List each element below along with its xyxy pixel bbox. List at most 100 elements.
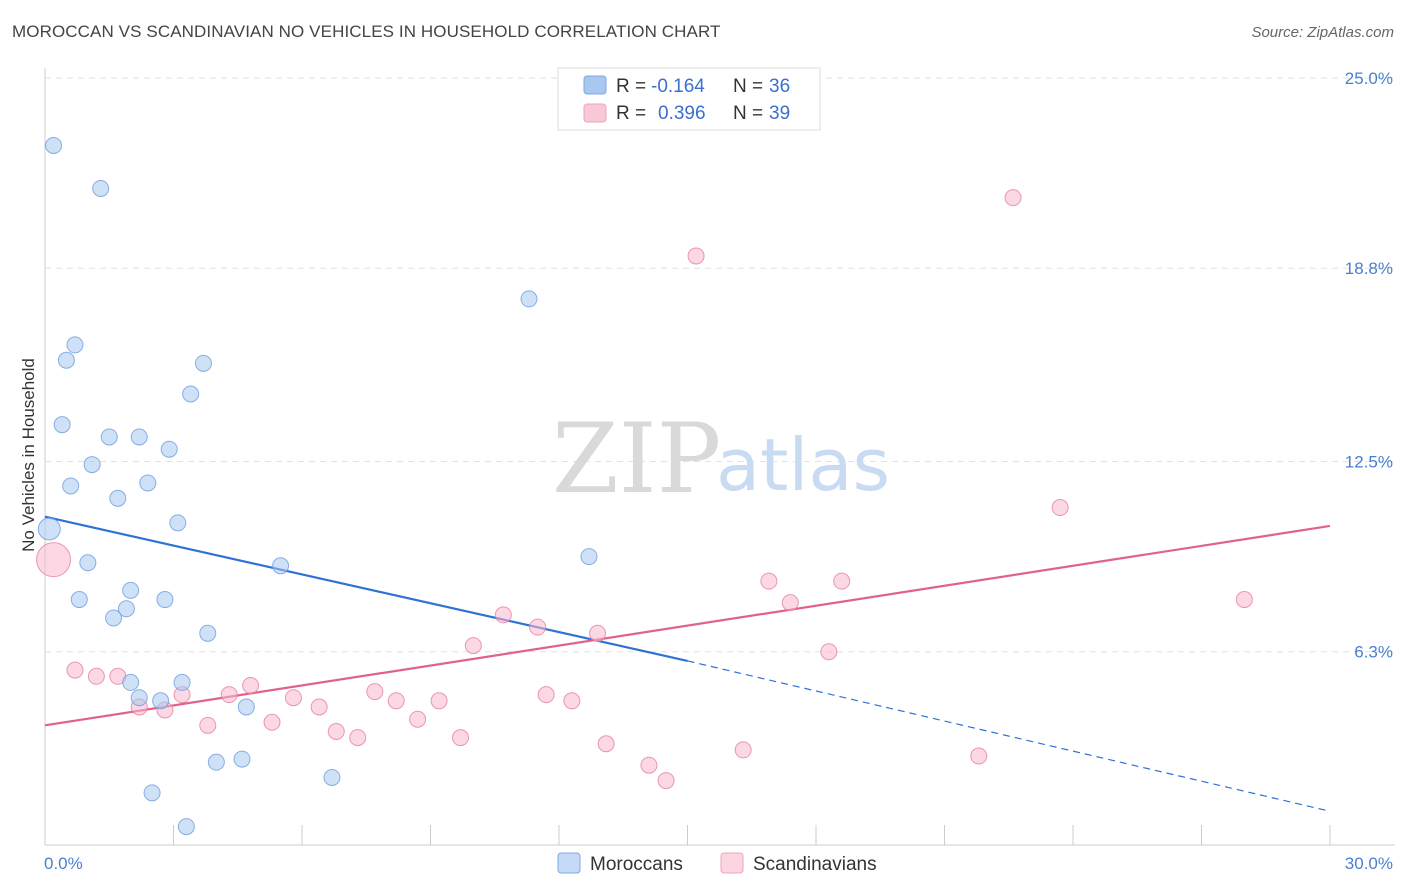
x-tick-label: 30.0% [1345, 854, 1393, 873]
moroccan-point [92, 179, 110, 197]
scandinavian-point [349, 729, 367, 747]
scandinavian-point [464, 637, 482, 655]
y-tick-label: 18.8% [1345, 259, 1393, 278]
watermark-atlas: atlas [716, 423, 890, 507]
scandinavian-point [220, 686, 238, 704]
scandinavian-point [66, 661, 84, 679]
legend-swatch-moroccans [583, 75, 607, 95]
moroccan-point [233, 750, 251, 768]
scandinavian-point [242, 676, 260, 694]
moroccan-point [139, 474, 157, 492]
moroccan-point [182, 385, 200, 403]
legend-r-label: R = [616, 76, 646, 97]
scandinavian-point [597, 735, 615, 753]
scandinavian-point [833, 572, 851, 590]
scandinavian-trend-line [44, 524, 1331, 727]
moroccan-point [122, 673, 140, 691]
scandinavian-point [734, 741, 752, 759]
moroccan-point [122, 581, 140, 599]
trend-lines [44, 515, 1331, 812]
moroccan-point [194, 354, 212, 372]
legend-r-label: R = [616, 103, 646, 124]
moroccan-point [105, 609, 123, 627]
scandinavian-point [87, 667, 105, 685]
y-axis-label: No Vehicles in Household [19, 358, 38, 552]
moroccan-point [207, 753, 225, 771]
moroccan-point [520, 290, 538, 308]
scandinavian-point [263, 713, 281, 731]
moroccan-point [272, 557, 290, 575]
bottom-legend-swatch-moroccans [557, 852, 581, 874]
moroccan-point [177, 818, 195, 836]
scandinavian-point [687, 247, 705, 265]
scandinavian-point [1235, 591, 1253, 609]
moroccan-point [130, 428, 148, 446]
moroccan-point [70, 591, 88, 609]
moroccan-point [143, 784, 161, 802]
moroccan-point [152, 692, 170, 710]
bottom-legend-scandinavians: Scandinavians [753, 854, 877, 875]
scandinavian-point [366, 683, 384, 701]
scandinavian-point [970, 747, 988, 765]
legend: R = -0.164 N = 36 R = 0.396 N = 39 [557, 67, 821, 131]
moroccan-point [117, 600, 135, 618]
moroccan-point [580, 548, 598, 566]
moroccan-point [100, 428, 118, 446]
moroccan-trend-line [44, 515, 688, 662]
tick-labels: 6.3% 12.5% 18.8% 25.0% 0.0% 30.0% [44, 69, 1393, 873]
grid-lines [45, 77, 1395, 653]
moroccan-point [45, 136, 63, 154]
legend-swatch-scandinavians [583, 103, 607, 123]
legend-r-value: -0.164 [651, 76, 705, 97]
y-tick-label: 12.5% [1345, 453, 1393, 472]
watermark: ZIP atlas [552, 403, 890, 515]
moroccan-point [169, 514, 187, 532]
scandinavian-point [451, 729, 469, 747]
moroccan-point [53, 416, 71, 434]
bottom-legend: Moroccans Scandinavians [557, 852, 877, 875]
scandinavian-point [327, 722, 345, 740]
bottom-legend-moroccans: Moroccans [590, 854, 683, 875]
bottom-legend-swatch-scandinavians [720, 852, 744, 874]
moroccan-trend-extension [687, 660, 1331, 812]
axes [44, 68, 1395, 846]
source-credit[interactable]: Source: ZipAtlas.com [1251, 24, 1394, 41]
moroccan-point [66, 336, 84, 354]
scandinavian-point [1051, 499, 1069, 517]
moroccan-point [62, 477, 80, 495]
data-points [36, 136, 1253, 836]
y-tick-label: 25.0% [1345, 69, 1393, 88]
legend-n-value: 36 [769, 76, 790, 97]
moroccan-point [57, 351, 75, 369]
moroccan-point [79, 554, 97, 572]
scandinavian-point [529, 618, 547, 636]
moroccan-point [83, 456, 101, 474]
moroccan-point [173, 673, 191, 691]
x-tick-label: 0.0% [44, 854, 83, 873]
moroccan-point [323, 769, 341, 787]
chart-title: MOROCCAN VS SCANDINAVIAN NO VEHICLES IN … [12, 22, 721, 41]
scandinavian-point [310, 698, 328, 716]
moroccan-point [130, 689, 148, 707]
scandinavian-point [537, 686, 555, 704]
scandinavian-point [563, 692, 581, 710]
scandinavian-point [820, 643, 838, 661]
moroccan-point [37, 517, 61, 541]
scandinavian-point [1004, 189, 1022, 207]
scandinavian-point [409, 710, 427, 728]
moroccan-point [156, 591, 174, 609]
scandinavian-point [760, 572, 778, 590]
scandinavian-point [640, 756, 658, 774]
scandinavian-point [657, 772, 675, 790]
scandinavian-point [36, 542, 72, 578]
scandinavian-point [387, 692, 405, 710]
moroccan-point [109, 489, 127, 507]
scandinavian-point [430, 692, 448, 710]
scandinavian-point [781, 594, 799, 612]
watermark-zip: ZIP [552, 403, 721, 515]
scandinavian-point [494, 606, 512, 624]
moroccan-point [199, 624, 217, 642]
legend-n-label: N = [733, 103, 763, 124]
scandinavian-point [589, 624, 607, 642]
